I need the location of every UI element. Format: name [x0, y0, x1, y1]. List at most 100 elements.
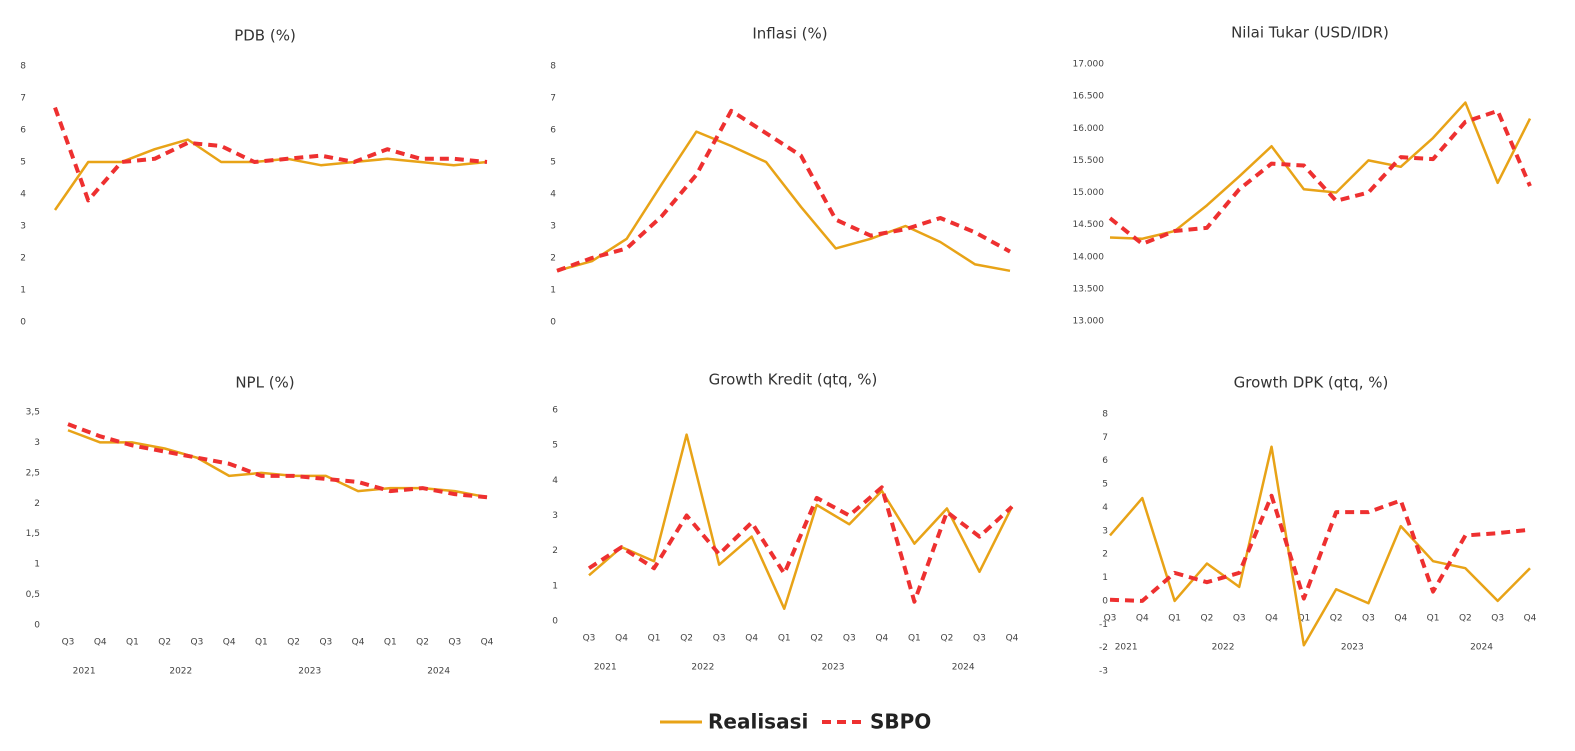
- y-tick-label: 6: [1102, 456, 1108, 466]
- x-tick-label: Q3: [191, 638, 204, 648]
- x-group-label: 2022: [169, 667, 192, 677]
- chart-panel: Growth DPK (qtq, %) -3 -2 -1 0 1 2 3 4 5 6 7 8 Q3 Q4 Q1…: [1099, 374, 1537, 677]
- y-tick-label: 3,5: [26, 408, 40, 418]
- x-tick-label: Q4: [223, 638, 236, 648]
- x-tick-label: Q4: [1265, 613, 1278, 623]
- y-tick-label: 14.000: [1073, 252, 1105, 262]
- legend-label: SBPO: [870, 710, 931, 734]
- x-tick-label: Q3: [1104, 613, 1117, 623]
- x-tick-label: Q3: [62, 638, 75, 648]
- y-tick-label: 5: [1102, 480, 1108, 490]
- series-line: SBPO: [556, 108, 1011, 273]
- y-tick-label: 3: [550, 222, 556, 232]
- x-group-label: 2024: [952, 663, 975, 673]
- x-tick-label: Q1: [126, 638, 139, 648]
- chart-title: PDB (%): [234, 27, 296, 45]
- y-tick-label: 0,5: [26, 590, 40, 600]
- y-tick-label: 14.500: [1073, 220, 1105, 230]
- chart-title: NPL (%): [235, 374, 294, 392]
- y-tick-label: -3: [1099, 667, 1108, 677]
- y-tick-label: 5: [20, 158, 26, 168]
- x-group-label: 2024: [427, 667, 450, 677]
- x-tick-label: Q2: [158, 638, 171, 648]
- y-tick-label: 4: [552, 476, 558, 486]
- y-tick-label: 13.500: [1073, 284, 1105, 294]
- y-tick-label: 2: [550, 254, 556, 264]
- x-tick-label: Q3: [843, 634, 856, 644]
- y-tick-label: 2: [552, 546, 558, 556]
- series-line: SBPO: [1108, 108, 1532, 246]
- y-tick-label: 0: [550, 318, 556, 328]
- y-tick-label: 3: [1102, 526, 1108, 536]
- x-tick-label: Q1: [1427, 613, 1440, 623]
- y-tick-label: 3: [552, 511, 558, 521]
- x-tick-label: Q1: [908, 634, 921, 644]
- y-tick-label: 7: [20, 94, 26, 104]
- x-tick-label: Q4: [745, 634, 758, 644]
- x-tick-label: Q3: [1233, 613, 1246, 623]
- y-tick-label: 4: [1102, 503, 1108, 513]
- x-tick-label: Q1: [778, 634, 791, 644]
- y-tick-label: 0: [552, 617, 558, 627]
- y-tick-label: 0: [20, 318, 26, 328]
- y-tick-label: 7: [1102, 433, 1108, 443]
- y-tick-label: -1: [1099, 620, 1108, 630]
- x-tick-label: Q2: [416, 638, 429, 648]
- y-tick-label: 1,5: [26, 529, 40, 539]
- chart-title: Growth Kredit (qtq, %): [709, 371, 878, 389]
- chart-panel: PDB (%) 0 1 2 3 4 5 6 7 8: [20, 27, 488, 328]
- y-tick-label: 2: [20, 254, 26, 264]
- x-group-label: 2023: [1341, 642, 1364, 652]
- y-tick-label: 16.000: [1073, 124, 1105, 134]
- x-tick-label: Q2: [1330, 613, 1343, 623]
- x-group-label: 2023: [298, 667, 321, 677]
- series-line: [53, 138, 488, 211]
- chart-panel: NPL (%) 0 0,5 1 1,5 2 2,5 3 3,5 Q3 Q4 Q1 Q2 Q3 Q4 Q1 Q2 Q…: [26, 374, 494, 677]
- x-tick-label: Q2: [680, 634, 693, 644]
- x-tick-label: Q4: [94, 638, 107, 648]
- chart-panel: Growth Kredit (qtq, %) 0 1 2 3 4 5 6 Q3 Q4 Q1 Q2 Q3 Q…: [552, 371, 1018, 673]
- y-tick-label: 1: [552, 581, 558, 591]
- x-tick-label: Q3: [713, 634, 726, 644]
- legend-label: Realisasi: [708, 710, 808, 734]
- x-group-label: 2021: [73, 667, 96, 677]
- y-tick-label: 2: [34, 499, 40, 509]
- x-group-label: 2022: [691, 663, 714, 673]
- x-group-label: 2022: [1212, 642, 1235, 652]
- x-tick-label: Q1: [1297, 613, 1310, 623]
- x-tick-label: Q2: [1201, 613, 1214, 623]
- y-tick-label: 16.500: [1073, 92, 1105, 102]
- y-tick-label: 15.500: [1073, 156, 1105, 166]
- y-tick-label: 0: [1102, 596, 1108, 606]
- x-tick-label: Q4: [1136, 613, 1149, 623]
- y-tick-label: 6: [552, 406, 558, 416]
- y-tick-label: 8: [550, 62, 556, 72]
- y-tick-label: 2: [1102, 550, 1108, 560]
- series-line: Realisasi: [588, 433, 1014, 610]
- y-tick-label: 3: [20, 222, 26, 232]
- chart-panel: Nilai Tukar (USD/IDR) 13.000 13.500 14.000 1…: [1073, 24, 1532, 327]
- y-tick-label: -2: [1099, 643, 1108, 653]
- x-tick-label: Q1: [648, 634, 661, 644]
- y-tick-label: 13.000: [1073, 317, 1105, 327]
- x-tick-label: Q1: [384, 638, 397, 648]
- y-tick-label: 1: [20, 286, 26, 296]
- y-tick-label: 5: [550, 158, 556, 168]
- x-tick-label: Q3: [1362, 613, 1375, 623]
- y-tick-label: 0: [34, 621, 40, 631]
- x-tick-label: Q4: [481, 638, 494, 648]
- x-tick-label: Q2: [287, 638, 300, 648]
- y-tick-label: 8: [20, 62, 26, 72]
- x-tick-label: Q3: [319, 638, 332, 648]
- y-tick-label: 6: [20, 126, 26, 136]
- series-line: SBPO: [1109, 493, 1531, 603]
- y-tick-label: 2,5: [26, 468, 40, 478]
- x-tick-label: Q3: [448, 638, 461, 648]
- chart-title: Growth DPK (qtq, %): [1234, 374, 1389, 392]
- x-tick-label: Q3: [583, 634, 596, 644]
- x-tick-label: Q4: [1524, 613, 1537, 623]
- x-tick-label: Q4: [352, 638, 365, 648]
- x-tick-label: Q4: [615, 634, 628, 644]
